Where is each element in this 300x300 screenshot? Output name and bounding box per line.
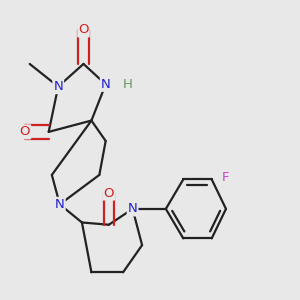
- Text: O: O: [78, 23, 89, 37]
- Text: H: H: [123, 78, 133, 91]
- Text: N: N: [53, 80, 63, 93]
- Text: O: O: [103, 187, 114, 200]
- Text: N: N: [55, 198, 64, 211]
- Text: O: O: [20, 125, 30, 138]
- Text: N: N: [101, 78, 111, 91]
- Text: F: F: [222, 171, 230, 184]
- Text: N: N: [128, 202, 137, 215]
